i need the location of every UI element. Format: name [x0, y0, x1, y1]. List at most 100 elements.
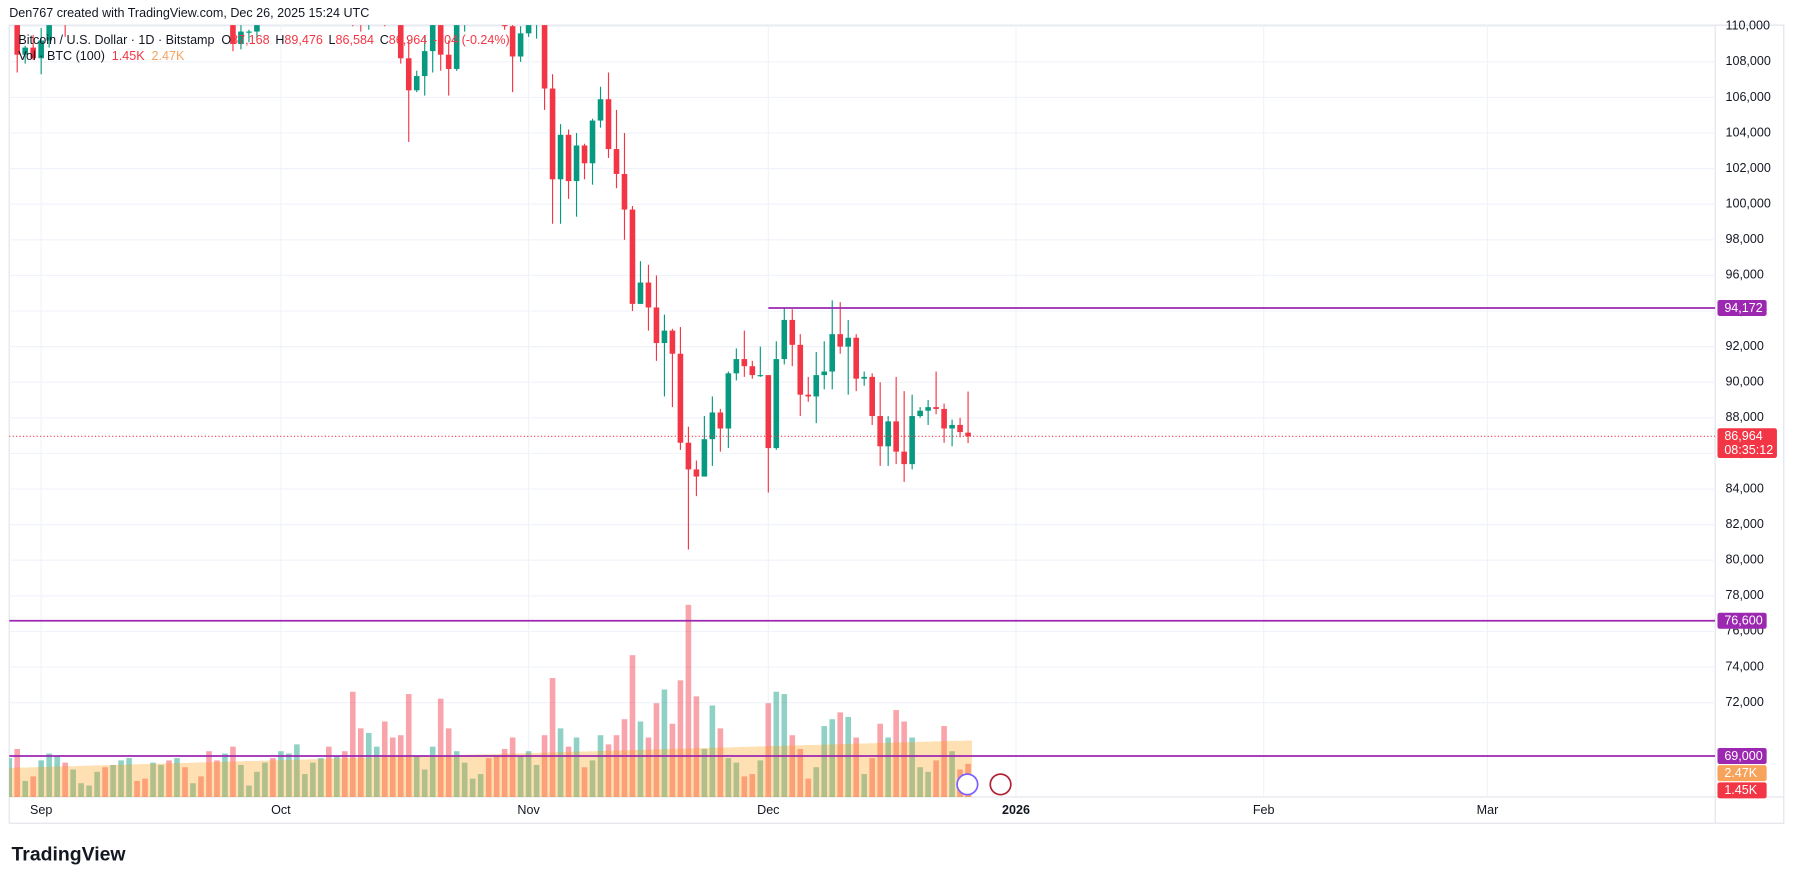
candle-body — [901, 451, 907, 465]
volume-bar — [533, 764, 540, 797]
y-tick-label: 110,000 — [1725, 19, 1769, 33]
volume-bar — [709, 705, 716, 797]
volume-bar — [286, 753, 292, 797]
x-tick-label: Mar — [1477, 803, 1499, 817]
volume-bar — [437, 698, 444, 797]
volume-bar — [845, 716, 852, 797]
volume-bar — [102, 767, 108, 797]
volume-bar — [581, 767, 588, 797]
volume-bar — [94, 771, 100, 797]
volume-bar — [669, 723, 676, 797]
volume-bar — [893, 710, 899, 797]
grid — [9, 25, 1716, 797]
candle-body — [949, 424, 955, 429]
volume-bar — [829, 719, 836, 797]
last-price-box — [1717, 428, 1777, 458]
volume-bar — [877, 723, 883, 797]
candle-body — [38, 40, 44, 59]
candle-body — [246, 31, 252, 33]
candle-body — [693, 469, 700, 477]
volume-bar — [741, 776, 748, 797]
candle-body — [637, 282, 644, 304]
candle-body — [941, 408, 947, 429]
candle-body — [541, 25, 548, 89]
volume-bar — [365, 732, 372, 797]
y-tick-label: 104,000 — [1725, 125, 1770, 139]
volume-bar — [621, 719, 628, 797]
candle-body — [685, 442, 692, 470]
volume-bar — [597, 735, 604, 797]
volume-bar — [318, 758, 324, 797]
ohlc-value: 86,964 — [389, 33, 427, 47]
level-label: 69,000 — [1724, 749, 1762, 763]
candle-body — [733, 359, 740, 374]
candle-body — [501, 25, 508, 27]
chart-frame — [8, 24, 1785, 824]
x-tick-label: Nov — [517, 803, 540, 817]
y-tick-label: 74,000 — [1725, 659, 1763, 673]
candle-body — [917, 410, 923, 417]
volume-bar — [565, 746, 572, 797]
candle-body — [30, 47, 36, 59]
volume-bar — [453, 751, 460, 797]
level-label-box — [1717, 299, 1767, 316]
volume-bar — [949, 751, 955, 797]
volume-bar — [549, 678, 556, 797]
volume-bar — [397, 735, 404, 797]
volume-bar — [302, 774, 308, 797]
volume-bar — [62, 762, 68, 797]
volume-label: 2.47K — [1724, 766, 1757, 780]
volume-bar — [413, 755, 420, 797]
logo: ⁠ TradingView — [12, 843, 127, 865]
volume-bar — [78, 783, 84, 797]
y-tick-label: 72,000 — [1725, 695, 1763, 709]
candle-body — [397, 25, 404, 59]
change: -204 (-0.24%) — [433, 33, 510, 47]
ohlc-key: C — [380, 33, 389, 47]
volume-bar — [294, 744, 300, 797]
volume-bar — [310, 762, 316, 797]
candle-body — [829, 334, 836, 372]
volume-bar — [174, 758, 180, 797]
volume-bar — [357, 728, 364, 797]
candle-body — [445, 54, 452, 69]
candle-body — [46, 25, 52, 41]
ohlc-key: L — [329, 33, 336, 47]
symbol: Bitcoin / U.S. Dollar · 1D · Bitstamp — [18, 33, 214, 47]
candle-body — [437, 25, 444, 55]
candle-body — [845, 337, 852, 347]
candle-body — [661, 330, 668, 344]
volume-bar — [342, 751, 348, 797]
volume-bar — [485, 758, 492, 797]
volume-bar — [821, 726, 828, 797]
volume-bar — [350, 691, 356, 797]
volume-bar — [262, 762, 268, 797]
volume-bar — [150, 762, 156, 797]
volume-bar — [813, 767, 820, 797]
level-label: 76,600 — [1724, 614, 1762, 628]
y-tick-label: 92,000 — [1725, 339, 1763, 353]
volume-bar — [22, 780, 28, 797]
volume-bar — [725, 758, 732, 797]
candle-body — [701, 439, 708, 477]
candle-body — [621, 173, 628, 210]
candle-body — [725, 373, 732, 429]
candle-body — [741, 359, 748, 367]
volume-label-box — [1717, 765, 1767, 782]
volume-bar — [541, 735, 548, 797]
logo-text: TradingView — [12, 843, 127, 865]
candle-body — [909, 416, 915, 465]
volume-bar — [933, 760, 939, 797]
volume-bar — [573, 737, 580, 797]
volume-bar — [789, 735, 796, 797]
economy-event-icon[interactable] — [989, 773, 1012, 796]
candle-body — [573, 145, 580, 182]
candle-body — [653, 307, 660, 344]
candle-body — [677, 353, 684, 443]
level-label-box — [1717, 612, 1767, 629]
y-tick-label: 88,000 — [1725, 410, 1763, 424]
candle-body — [429, 25, 436, 52]
candle-body — [549, 88, 556, 180]
ohlc-value: 89,476 — [284, 33, 322, 47]
event-icon[interactable] — [956, 773, 979, 796]
